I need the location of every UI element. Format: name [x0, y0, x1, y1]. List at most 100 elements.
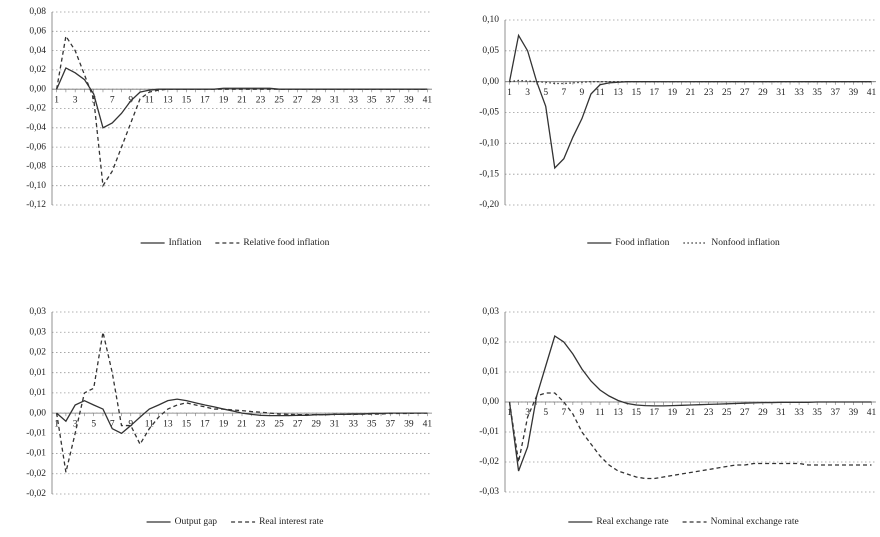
x-tick-label: 19: [219, 419, 229, 429]
x-tick-label: 31: [776, 88, 786, 98]
x-tick-label: 11: [595, 88, 604, 98]
x-tick-label: 25: [274, 95, 284, 105]
x-tick-label: 37: [386, 95, 396, 105]
series-line: [508, 33, 872, 170]
x-tick-label: 25: [274, 419, 284, 429]
series-line: [56, 398, 428, 435]
x-tick-label: 13: [613, 408, 623, 418]
x-tick-label: 11: [145, 419, 154, 429]
y-tick-label: -0,01: [26, 449, 46, 459]
x-tick-label: 23: [704, 408, 714, 418]
x-tick-label: 27: [293, 419, 303, 429]
series-line: [508, 392, 872, 480]
y-tick-label: -0,02: [26, 489, 46, 499]
y-tick-label: 0,00: [29, 84, 46, 94]
y-tick-label: 0,01: [29, 388, 46, 398]
y-tick-label: 0,00: [482, 397, 499, 407]
x-tick-label: 33: [348, 419, 358, 429]
x-tick-label: 41: [867, 88, 877, 98]
y-tick-label: 0,00: [29, 408, 46, 418]
y-tick-label: 0,10: [482, 15, 499, 25]
x-tick-label: 5: [543, 408, 548, 418]
x-tick-label: 41: [423, 95, 433, 105]
y-tick-label: -0,08: [26, 162, 46, 172]
y-tick-label: -0,01: [26, 429, 46, 439]
x-tick-label: 39: [849, 88, 859, 98]
x-tick-label: 19: [668, 88, 678, 98]
x-tick-label: 23: [256, 419, 266, 429]
x-tick-label: 35: [367, 95, 377, 105]
x-tick-label: 1: [507, 408, 512, 418]
x-tick-label: 41: [867, 408, 877, 418]
x-tick-label: 17: [200, 95, 210, 105]
y-tick-label: -0,01: [479, 427, 499, 437]
x-tick-label: 39: [404, 95, 414, 105]
legend-label: Nominal exchange rate: [711, 517, 799, 527]
x-tick-label: 29: [311, 419, 321, 429]
y-tick-label: 0,01: [482, 367, 499, 377]
y-tick-label: 0,05: [482, 46, 499, 56]
legend-label: Relative food inflation: [243, 237, 329, 248]
y-tick-label: 0,01: [29, 368, 46, 378]
x-tick-label: 13: [613, 88, 623, 98]
x-tick-label: 17: [650, 88, 660, 98]
series-line: [55, 34, 428, 188]
legend-label: Real exchange rate: [596, 517, 668, 527]
x-tick-label: 7: [110, 419, 115, 429]
x-tick-label: 7: [561, 88, 566, 98]
x-tick-label: 3: [525, 408, 530, 418]
legend-label: Output gap: [175, 517, 218, 527]
y-tick-label: -0,02: [479, 457, 499, 467]
x-tick-label: 35: [367, 419, 377, 429]
x-tick-label: 11: [595, 408, 604, 418]
x-tick-label: 1: [54, 95, 59, 105]
x-tick-label: 27: [740, 88, 750, 98]
x-tick-label: 1: [54, 419, 59, 429]
x-tick-label: 29: [758, 88, 768, 98]
x-tick-label: 15: [182, 95, 192, 105]
y-tick-label: -0,02: [26, 469, 46, 479]
x-tick-label: 17: [650, 408, 660, 418]
x-tick-label: 25: [722, 408, 732, 418]
x-tick-label: 37: [831, 408, 841, 418]
x-tick-label: 19: [219, 95, 229, 105]
x-tick-label: 13: [163, 419, 173, 429]
x-tick-label: 1: [507, 88, 512, 98]
x-tick-label: 23: [704, 88, 714, 98]
y-tick-label: -0,12: [26, 200, 46, 210]
x-tick-label: 21: [237, 95, 247, 105]
x-tick-label: 21: [237, 419, 247, 429]
y-tick-label: -0,03: [479, 487, 499, 497]
x-tick-label: 39: [404, 419, 414, 429]
legend-label: Real interest rate: [259, 517, 323, 527]
y-tick-label: -0,04: [26, 123, 46, 133]
y-tick-label: 0,02: [29, 65, 46, 75]
x-tick-label: 35: [812, 88, 822, 98]
y-tick-label: 0,04: [29, 46, 46, 56]
y-tick-label: -0,15: [479, 169, 499, 179]
x-tick-label: 33: [348, 95, 358, 105]
x-tick-label: 3: [73, 419, 78, 429]
x-tick-label: 9: [580, 408, 585, 418]
x-tick-label: 31: [776, 408, 786, 418]
x-tick-label: 13: [163, 95, 173, 105]
y-tick-label: 0,06: [29, 26, 46, 36]
x-tick-label: 3: [525, 88, 530, 98]
x-tick-label: 21: [686, 408, 696, 418]
series-line: [508, 334, 872, 472]
y-tick-label: -0,20: [479, 200, 499, 210]
y-tick-label: -0,10: [26, 181, 46, 191]
x-tick-label: 15: [631, 88, 641, 98]
legend-label: Nonfood inflation: [711, 237, 780, 248]
x-tick-label: 31: [330, 419, 340, 429]
x-tick-label: 7: [561, 408, 566, 418]
x-tick-label: 37: [831, 88, 841, 98]
x-tick-label: 27: [293, 95, 303, 105]
legend-label: Food inflation: [615, 237, 669, 248]
x-tick-label: 5: [91, 95, 96, 105]
x-tick-label: 9: [128, 419, 133, 429]
y-tick-label: -0,06: [26, 142, 46, 152]
x-tick-label: 5: [91, 419, 96, 429]
y-tick-label: -0,02: [26, 104, 46, 114]
x-tick-label: 27: [740, 408, 750, 418]
